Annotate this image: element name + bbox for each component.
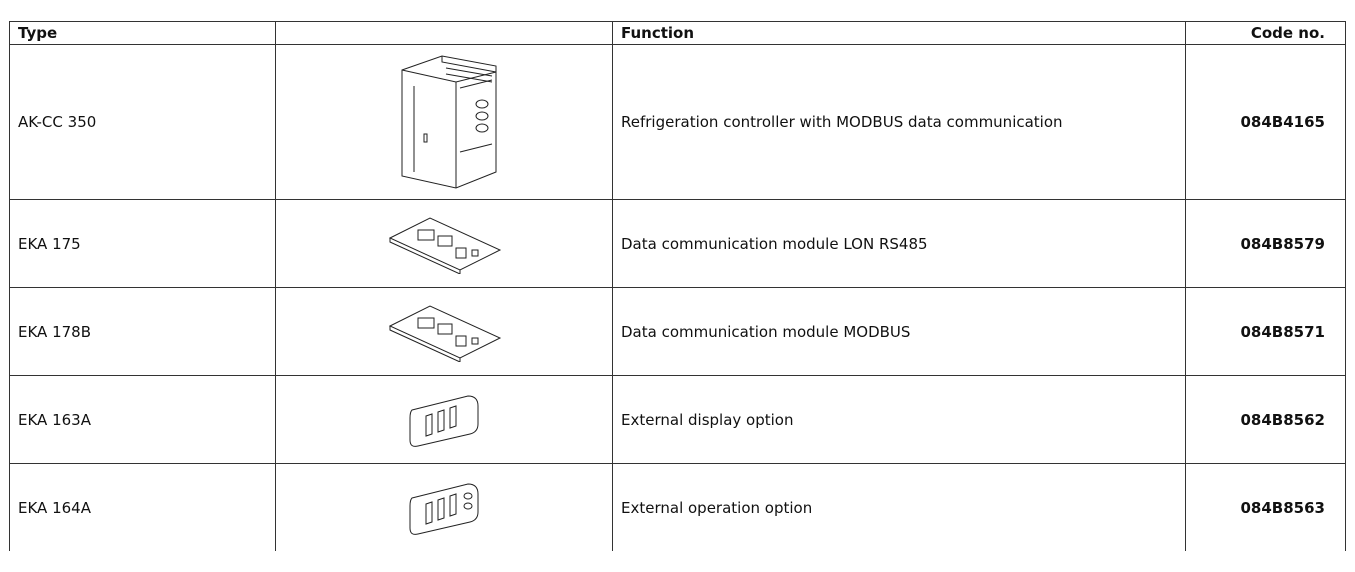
header-code: Code no.	[1185, 21, 1346, 45]
product-table: Type Function Code no. AK-CC 350 Refrige…	[9, 21, 1346, 551]
row: EKA 164A External operation option 084B8…	[9, 463, 1346, 551]
header-function: Function	[612, 21, 1186, 45]
image-cell	[275, 44, 613, 200]
module-icon	[388, 304, 502, 362]
display-icon	[409, 482, 479, 535]
row: EKA 163A External display option 084B856…	[9, 375, 1346, 464]
display-icon	[409, 394, 479, 447]
row: EKA 175 Data communication module LON RS…	[9, 199, 1346, 288]
function-cell: Refrigeration controller with MODBUS dat…	[612, 44, 1186, 200]
header-type: Type	[9, 21, 276, 45]
type-cell: AK-CC 350	[9, 44, 276, 200]
row: AK-CC 350 Refrigeration controller with …	[9, 44, 1346, 200]
function-cell: External operation option	[612, 463, 1186, 551]
module-icon	[388, 216, 502, 274]
type-cell: EKA 163A	[9, 375, 276, 464]
image-cell	[275, 199, 613, 288]
image-cell	[275, 375, 613, 464]
code-cell: 084B8563	[1185, 463, 1346, 551]
image-cell	[275, 463, 613, 551]
type-cell: EKA 164A	[9, 463, 276, 551]
code-cell: 084B4165	[1185, 44, 1346, 200]
row: EKA 178B Data communication module MODBU…	[9, 287, 1346, 376]
controller-icon	[401, 55, 497, 189]
image-cell	[275, 287, 613, 376]
header-row: Type Function Code no.	[9, 21, 1346, 45]
code-cell: 084B8579	[1185, 199, 1346, 288]
code-cell: 084B8562	[1185, 375, 1346, 464]
header-image	[275, 21, 613, 45]
function-cell: Data communication module MODBUS	[612, 287, 1186, 376]
function-cell: External display option	[612, 375, 1186, 464]
code-cell: 084B8571	[1185, 287, 1346, 376]
type-cell: EKA 178B	[9, 287, 276, 376]
function-cell: Data communication module LON RS485	[612, 199, 1186, 288]
type-cell: EKA 175	[9, 199, 276, 288]
